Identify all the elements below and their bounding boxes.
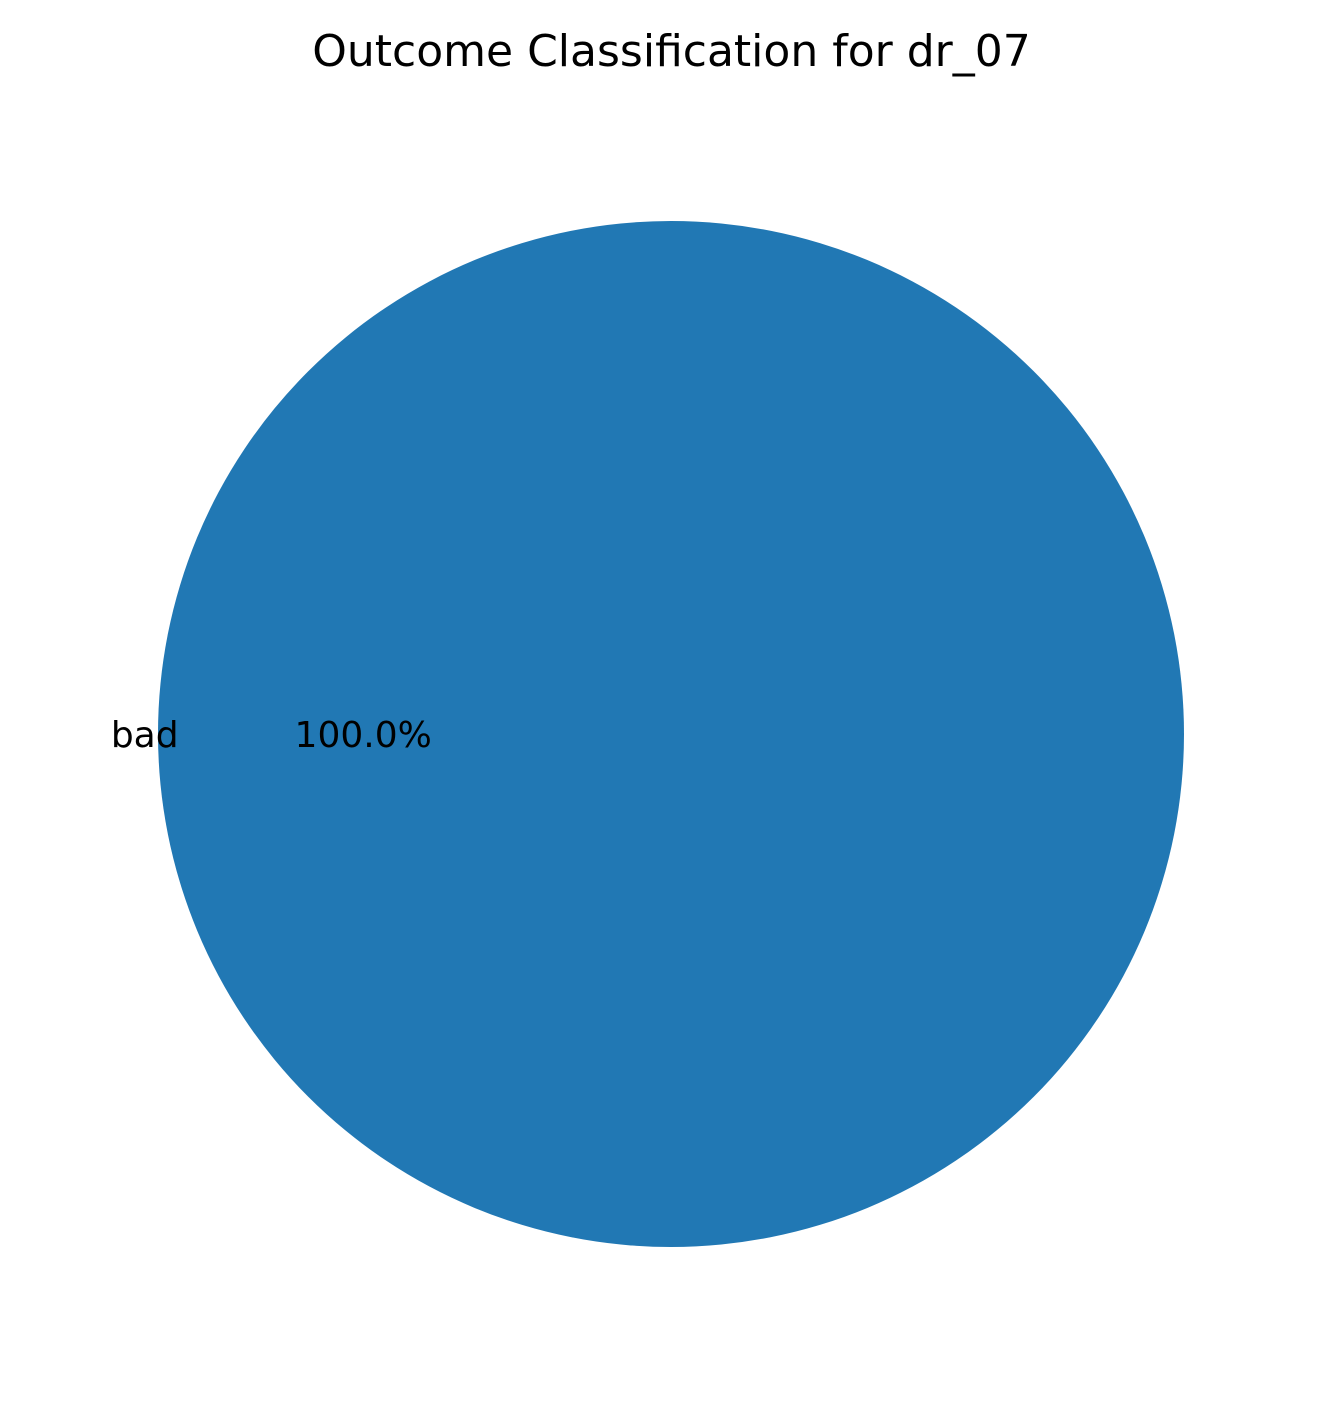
slice-percent-bad: 100.0% (295, 715, 432, 756)
pie-slice-bad (158, 221, 1184, 1247)
slice-label-bad: bad (111, 715, 179, 756)
chart-title: Outcome Classification for dr_07 (312, 26, 1031, 77)
